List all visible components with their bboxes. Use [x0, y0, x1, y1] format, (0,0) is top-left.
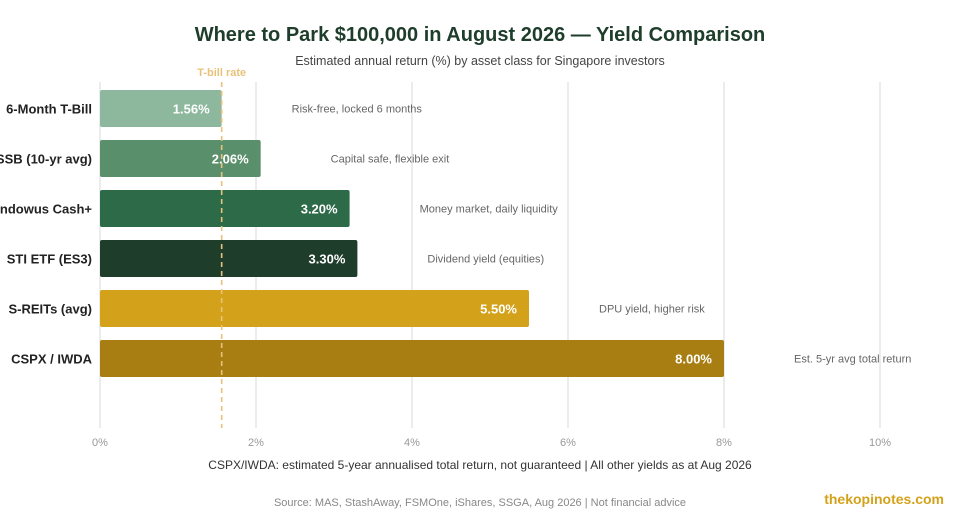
category-label: STI ETF (ES3) — [7, 252, 92, 267]
bar — [100, 90, 222, 127]
bar — [100, 190, 350, 227]
category-label: Endowus Cash+ — [0, 202, 92, 217]
bar-annotation: Dividend yield (equities) — [427, 254, 544, 266]
bar — [100, 340, 724, 377]
chart-subtitle: Estimated annual return (%) by asset cla… — [295, 54, 665, 68]
x-tick-label: 8% — [716, 437, 732, 449]
brand-watermark[interactable]: thekopinotes.com — [824, 491, 944, 507]
bar-annotation: Capital safe, flexible exit — [331, 154, 450, 166]
bar-annotation: Money market, daily liquidity — [420, 204, 559, 216]
bar-annotation: Risk-free, locked 6 months — [292, 104, 423, 116]
bar-annotation: DPU yield, higher risk — [599, 304, 705, 316]
category-label: 6-Month T-Bill — [6, 102, 92, 117]
x-tick-label: 4% — [404, 437, 420, 449]
x-tick-label: 6% — [560, 437, 576, 449]
x-tick-label: 2% — [248, 437, 264, 449]
bar — [100, 140, 261, 177]
value-label: 1.56% — [173, 102, 210, 117]
footnote: CSPX/IWDA: estimated 5-year annualised t… — [208, 458, 752, 472]
x-tick-label: 10% — [869, 437, 891, 449]
source-note: Source: MAS, StashAway, FSMOne, iShares,… — [273, 497, 687, 509]
category-label: CSPX / IWDA — [11, 352, 93, 367]
value-label: 3.30% — [309, 252, 346, 267]
category-label: S-REITs (avg) — [8, 302, 92, 317]
chart-title: Where to Park $100,000 in August 2026 — … — [194, 24, 766, 46]
reference-line-label: T-bill rate — [197, 67, 246, 79]
category-label: SSB (10-yr avg) — [0, 152, 92, 167]
value-label: 3.20% — [301, 202, 338, 217]
value-label: 8.00% — [675, 352, 712, 367]
value-label: 5.50% — [480, 302, 517, 317]
bar — [100, 240, 358, 277]
bar-annotation: Est. 5-yr avg total return — [794, 354, 911, 366]
bar — [100, 290, 529, 327]
x-tick-label: 0% — [92, 437, 108, 449]
value-label: 2.06% — [212, 152, 249, 167]
